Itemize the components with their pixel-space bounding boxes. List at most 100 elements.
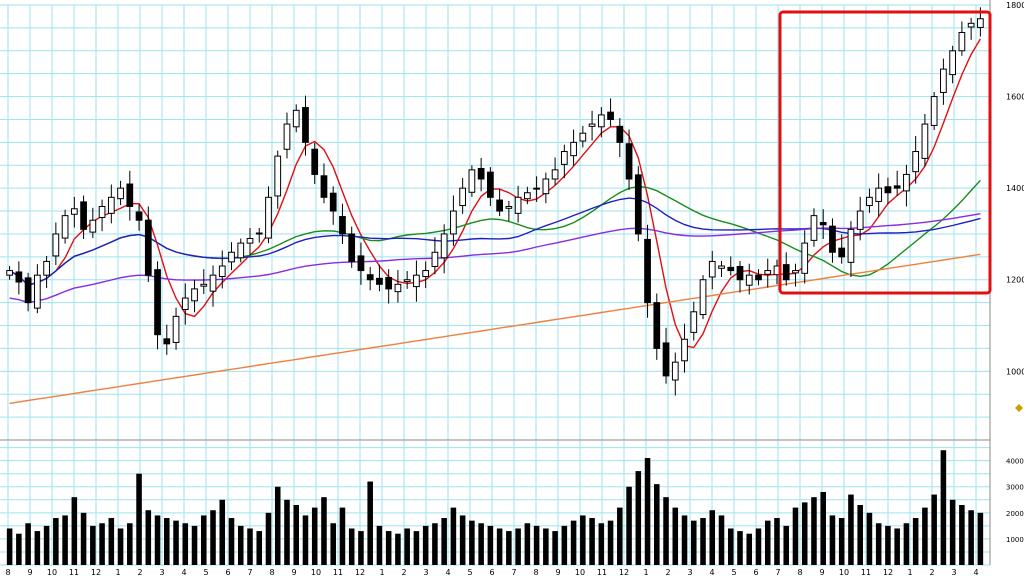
x-tick-label: 11: [333, 568, 343, 577]
candle-body: [459, 187, 467, 207]
volume-bar: [672, 507, 679, 565]
volume-bar: [293, 505, 299, 565]
x-tick-label: 7: [511, 568, 516, 577]
candle-body: [847, 228, 855, 263]
candle-body: [977, 18, 984, 28]
candle-body: [385, 276, 393, 290]
candle-body: [782, 264, 790, 281]
candle-body: [80, 201, 87, 230]
candle-body: [967, 22, 975, 28]
x-tick-label: 1: [379, 568, 384, 577]
candle-body: [348, 233, 356, 262]
volume-bar: [533, 525, 540, 565]
candle-body: [884, 186, 892, 194]
candle-body: [829, 225, 836, 253]
candle-body: [792, 270, 799, 274]
candle-body: [588, 123, 596, 127]
x-tick-label: 5: [203, 568, 208, 577]
volume-bar: [201, 515, 207, 565]
volume-bar: [330, 523, 336, 565]
x-tick-label: 4: [181, 568, 186, 577]
volume-bar: [543, 528, 549, 565]
volume-bar: [53, 518, 59, 565]
volume-bar: [108, 518, 115, 565]
candle-body: [200, 283, 208, 287]
volume-bar: [811, 497, 817, 565]
candle-body: [154, 269, 161, 336]
candle-body: [265, 196, 272, 239]
candle-body: [542, 178, 550, 195]
volume-bar: [459, 515, 466, 565]
volume-bar: [903, 523, 910, 565]
x-tick-label: 12: [883, 568, 893, 577]
volume-bar: [376, 525, 383, 565]
volume-bar: [136, 473, 142, 565]
candle-body: [708, 260, 716, 278]
x-tick-label: 11: [69, 568, 79, 577]
volume-bar: [700, 518, 706, 565]
y-tick-label: 1800: [1006, 1, 1024, 10]
volume-bar: [691, 520, 697, 565]
volume-bar: [931, 494, 937, 565]
x-tick-label: 3: [159, 568, 164, 577]
x-tick-label: 3: [687, 568, 692, 577]
candle-body: [570, 141, 577, 157]
volume-bar: [524, 523, 531, 565]
y-tick-label: 1400: [1006, 184, 1024, 193]
x-tick-label: 11: [861, 568, 871, 577]
candle-body: [15, 271, 23, 283]
volume-bar: [875, 523, 882, 565]
candle-body: [43, 260, 50, 276]
volume-bar: [127, 523, 133, 565]
x-tick-label: 2: [665, 568, 670, 577]
candle-body: [292, 109, 300, 128]
volume-bar: [709, 510, 716, 565]
candle-body: [172, 315, 180, 343]
x-tick-label: 12: [355, 568, 365, 577]
candle-body: [560, 151, 568, 165]
volume-bar: [441, 518, 447, 565]
volume-bar: [25, 523, 31, 565]
candle-body: [616, 125, 624, 143]
candle-body: [320, 175, 328, 198]
candle-body: [810, 215, 818, 241]
volume-bar: [256, 531, 263, 565]
x-tick-label: 1: [115, 568, 120, 577]
x-tick-label: 9: [819, 568, 824, 577]
moving-average-line: [9, 38, 982, 349]
volume-bar: [857, 505, 863, 565]
volume-bar: [626, 486, 632, 565]
volume-bar: [949, 499, 956, 565]
candle-body: [237, 242, 245, 259]
volume-bar: [848, 494, 854, 565]
volume-bar: [635, 471, 642, 565]
candle-body: [912, 151, 920, 173]
volume-bar: [367, 481, 373, 565]
volume-bar: [515, 528, 521, 565]
volume-bar: [506, 531, 512, 565]
candle-body: [144, 219, 152, 276]
candle-body: [477, 167, 485, 180]
x-tick-label: 6: [225, 568, 230, 577]
x-tick-label: 4: [445, 568, 450, 577]
candle-body: [6, 270, 13, 276]
volume-bar: [912, 518, 919, 565]
candle-body: [949, 50, 957, 76]
x-tick-label: 4: [973, 568, 978, 577]
candle-body: [329, 192, 337, 212]
volume-bar: [654, 484, 660, 565]
candle-body: [274, 155, 282, 197]
candle-body: [218, 265, 226, 278]
candle-body: [209, 274, 217, 292]
highlight-box: [778, 10, 992, 295]
volume-bar: [755, 528, 762, 565]
candle-body: [736, 265, 744, 281]
candle-body: [366, 274, 374, 281]
volume-bar: [820, 491, 826, 565]
candle-body: [819, 222, 827, 226]
candle-body: [376, 277, 383, 285]
candle-body: [163, 338, 171, 345]
candle-body: [181, 297, 189, 311]
